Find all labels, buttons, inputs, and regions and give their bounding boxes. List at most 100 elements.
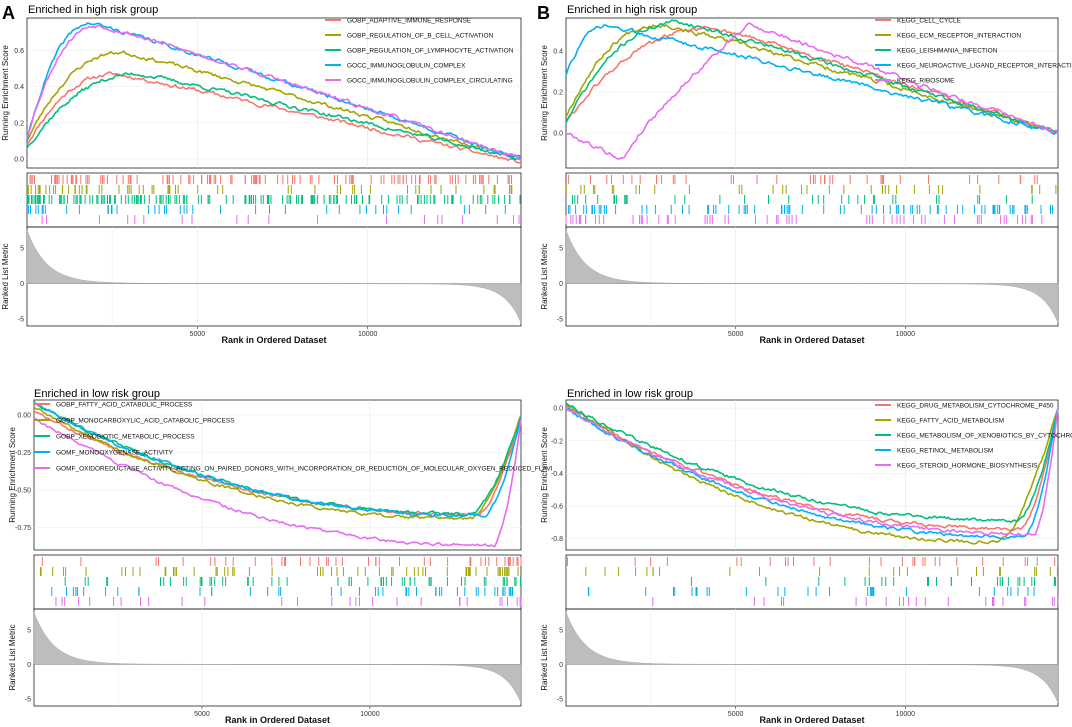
legend-entry: KEGG_ECM_RECEPTOR_INTERACTION	[897, 32, 1021, 39]
metric-axis-label: Ranked List Metric	[8, 624, 17, 690]
legend-entry: KEGG_STEROID_HORMONE_BIOSYNTHESIS	[897, 462, 1038, 469]
metric-axis-label: Ranked List Metric	[540, 624, 549, 690]
x-tick-label: 10000	[896, 331, 916, 338]
x-tick-label: 5000	[190, 331, 206, 338]
es-axis-label: Running Enrichment Score	[8, 427, 17, 523]
es-tick-label: 0.2	[14, 120, 24, 127]
x-tick-label: 10000	[896, 711, 916, 718]
es-tick-label: -0.8	[551, 536, 563, 543]
es-panel-frame	[26, 17, 522, 169]
panel-title: Enriched in low risk group	[567, 388, 693, 400]
es-panel-frame	[565, 17, 1059, 169]
es-axis-label: Running Enrichment Score	[540, 427, 549, 523]
legend-entry: KEGG_DRUG_METABOLISM_CYTOCHROME_P450	[897, 402, 1054, 409]
es-line	[565, 25, 1059, 134]
x-axis-label: Rank in Ordered Dataset	[759, 335, 864, 345]
legend-entry: GOBP_FATTY_ACID_CATABOLIC_PROCESS	[56, 401, 193, 408]
es-tick-label: 0.0	[14, 156, 24, 163]
metric-tick-label: 0	[559, 662, 563, 669]
es-tick-label: 0.0	[553, 406, 563, 413]
legend-entry: GOBP_MONOCARBOXYLIC_ACID_CATABOLIC_PROCE…	[56, 417, 235, 424]
es-tick-label: -0.25	[15, 450, 31, 457]
ranked-metric-area	[565, 611, 1059, 704]
es-tick-label: 0.4	[14, 84, 24, 91]
metric-tick-label: 5	[559, 627, 563, 634]
es-line	[565, 24, 1059, 134]
es-panel-frame	[33, 399, 522, 551]
legend-entry: KEGG_RIBOSOME	[897, 77, 955, 84]
es-line	[26, 24, 522, 160]
panel-title: Enriched in high risk group	[28, 4, 158, 16]
es-axis-label: Running Enrichment Score	[540, 45, 549, 141]
ranked-metric-area	[33, 611, 522, 704]
legend-entry: GOMF_MONOOXYGENASE_ACTIVITY	[56, 449, 174, 456]
metric-tick-label: 5	[27, 627, 31, 634]
es-line	[565, 402, 1059, 545]
panel-2: 0.00 -0.25 -0.50 -0.75 5 0 -5 5000 10000 Rank in …	[8, 388, 553, 725]
es-line	[26, 50, 522, 161]
legend-entry: KEGG_CELL_CYCLE	[897, 17, 962, 24]
es-tick-label: -0.2	[551, 438, 563, 445]
es-tick-label: 0.2	[553, 89, 563, 96]
es-line	[565, 24, 1059, 135]
legend-entry: GOCC_IMMUNOGLOBULIN_COMPLEX_CIRCULATING	[347, 77, 513, 84]
es-tick-label: -0.4	[551, 471, 563, 478]
es-line	[33, 411, 522, 517]
metric-panel-frame	[26, 226, 522, 327]
panel-letter: A	[2, 3, 15, 23]
metric-axis-label: Ranked List Metric	[540, 243, 549, 309]
legend-entry: GOBP_REGULATION_OF_B_CELL_ACTIVATION	[347, 32, 494, 39]
metric-panel-frame	[565, 608, 1059, 707]
es-line	[33, 417, 522, 548]
es-tick-label: 0.00	[17, 413, 31, 420]
es-tick-label: -0.6	[551, 503, 563, 510]
x-axis-label: Rank in Ordered Dataset	[221, 335, 326, 345]
metric-tick-label: 0	[27, 662, 31, 669]
es-line	[26, 72, 522, 161]
ranked-metric-area	[565, 230, 1059, 323]
x-axis-label: Rank in Ordered Dataset	[225, 715, 330, 725]
es-line	[565, 402, 1059, 523]
es-tick-label: -0.50	[15, 488, 31, 495]
es-panel-frame	[565, 399, 1059, 551]
x-tick-label: 5000	[728, 711, 744, 718]
legend-entry: KEGG_METABOLISM_OF_XENOBIOTICS_BY_CYTOCH…	[897, 432, 1072, 439]
metric-tick-label: -5	[18, 316, 24, 323]
metric-tick-label: -5	[557, 316, 563, 323]
es-line	[565, 19, 1059, 134]
es-line	[26, 71, 522, 164]
x-axis-label: Rank in Ordered Dataset	[759, 715, 864, 725]
es-axis-label: Running Enrichment Score	[1, 45, 10, 141]
metric-tick-label: 0	[559, 281, 563, 288]
es-tick-label: 0.0	[553, 131, 563, 138]
hits-panel-frame	[565, 554, 1059, 610]
legend-entry: GOBP_ADAPTIVE_IMMUNE_RESPONSE	[347, 17, 472, 24]
panel-1: 0.0 0.2 0.4 5 0 -5 5000 10000 Rank in Ordered Da…	[537, 3, 1072, 345]
es-line	[565, 407, 1059, 537]
panel-title: Enriched in high risk group	[567, 4, 697, 16]
es-line	[565, 22, 1059, 160]
panel-0: 0.0 0.2 0.4 0.6 5 0 -5 5000 10000 Rank in Ordered…	[1, 3, 522, 345]
legend-entry: GOCC_IMMUNOGLOBULIN_COMPLEX	[347, 62, 466, 69]
es-tick-label: -0.75	[15, 525, 31, 532]
es-line	[565, 407, 1059, 540]
legend-entry: GOBP_REGULATION_OF_LYMPHOCYTE_ACTIVATION	[347, 47, 514, 54]
metric-tick-label: -5	[25, 697, 31, 704]
es-tick-label: 0.6	[14, 48, 24, 55]
metric-panel-frame	[33, 608, 522, 707]
panel-title: Enriched in low risk group	[34, 388, 160, 400]
legend-entry: KEGG_RETINOL_METABOLISM	[897, 447, 993, 454]
panel-3: 0.0 -0.2 -0.4 -0.6 -0.8 5 0 -5 5000 10000 Rank in …	[540, 388, 1072, 725]
es-line	[33, 406, 522, 520]
metric-axis-label: Ranked List Metric	[1, 243, 10, 309]
x-tick-label: 10000	[358, 331, 378, 338]
x-tick-label: 5000	[728, 331, 744, 338]
metric-tick-label: 5	[559, 246, 563, 253]
metric-tick-label: 5	[20, 246, 24, 253]
metric-panel-frame	[565, 226, 1059, 327]
legend-entry: GOBP_XENOBIOTIC_METABOLIC_PROCESS	[56, 433, 195, 440]
x-tick-label: 5000	[194, 711, 210, 718]
legend-entry: KEGG_NEUROACTIVE_LIGAND_RECEPTOR_INTERAC…	[897, 62, 1072, 69]
x-tick-label: 10000	[360, 711, 380, 718]
